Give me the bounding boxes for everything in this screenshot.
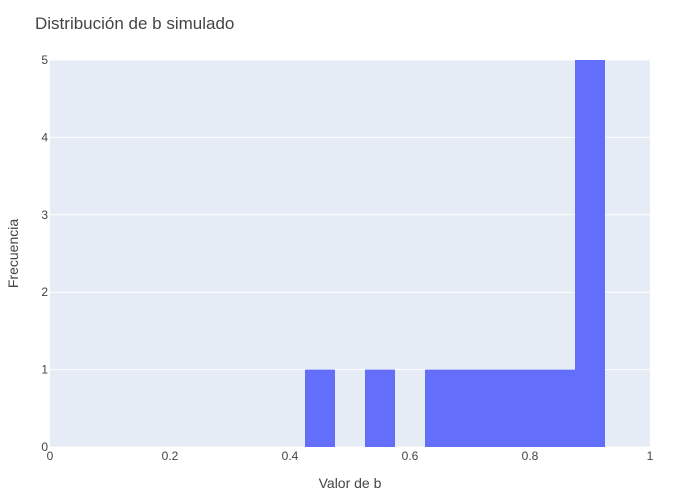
x-tick-label: 0 bbox=[47, 449, 54, 463]
histogram-bar bbox=[365, 369, 395, 447]
chart-title: Distribución de b simulado bbox=[35, 14, 234, 33]
histogram-bar bbox=[575, 60, 605, 447]
y-tick-label: 2 bbox=[41, 285, 48, 299]
x-tick-label: 0.4 bbox=[282, 449, 299, 463]
histogram-bars bbox=[305, 60, 605, 447]
y-tick-label: 3 bbox=[41, 208, 48, 222]
x-tick-label: 1 bbox=[647, 449, 654, 463]
x-tick-label: 0.6 bbox=[402, 449, 419, 463]
histogram-bar bbox=[545, 369, 575, 447]
x-axis-ticks: 0 0.2 0.4 0.6 0.8 1 bbox=[47, 449, 654, 463]
histogram-bar bbox=[455, 369, 485, 447]
y-axis-title: Frecuencia bbox=[5, 219, 21, 288]
histogram-bar bbox=[305, 369, 335, 447]
y-tick-label: 1 bbox=[41, 363, 48, 377]
x-tick-label: 0.8 bbox=[522, 449, 539, 463]
gridlines bbox=[50, 59, 650, 448]
y-axis-ticks: 0 1 2 3 4 5 bbox=[41, 53, 48, 454]
histogram-bar bbox=[425, 369, 455, 447]
y-tick-label: 5 bbox=[41, 53, 48, 67]
y-tick-label: 0 bbox=[41, 440, 48, 454]
histogram-bar bbox=[515, 369, 545, 447]
x-tick-label: 0.2 bbox=[162, 449, 179, 463]
x-axis-title: Valor de b bbox=[319, 475, 382, 491]
histogram-bar bbox=[485, 369, 515, 447]
y-tick-label: 4 bbox=[41, 130, 48, 144]
